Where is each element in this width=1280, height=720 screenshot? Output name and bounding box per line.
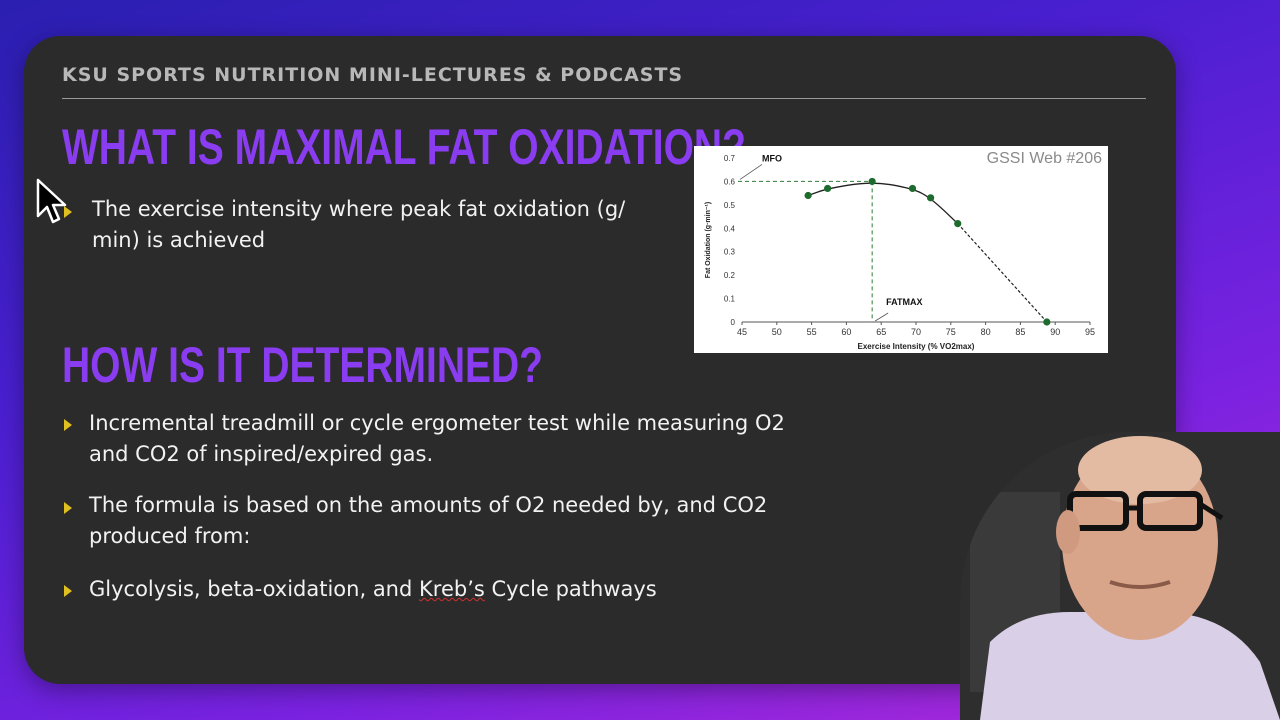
- x-tick-label: 75: [946, 327, 956, 337]
- mouse-pointer-icon: [36, 178, 67, 224]
- data-point: [954, 220, 962, 228]
- data-point: [824, 184, 832, 193]
- fat-oxidation-chart: 45 50 55 60 65 70 75 80 85 90 95 0 0.1 0.2 0.3 0.4 0.5 0.…: [694, 146, 1108, 353]
- title-how-determined: HOW IS IT DETERMINED?: [62, 337, 543, 393]
- chart-svg: 45 50 55 60 65 70 75 80 85 90 95 0 0.1 0.2 0.3 0.4 0.5 0.…: [705, 153, 1095, 351]
- x-tick-label: 45: [737, 327, 747, 337]
- slide: KSU SPORTS NUTRITION MINI-LECTURES & POD…: [24, 36, 1176, 684]
- x-tick-label: 90: [1050, 327, 1060, 337]
- pathways-text-krebs: Kreb’s: [419, 577, 485, 601]
- extrapolation-line: [957, 223, 1048, 323]
- bullet-arrow-icon: [64, 585, 72, 597]
- presenter-video-frame: [960, 432, 1280, 720]
- bullet-arrow-icon: [64, 502, 72, 514]
- x-tick-label: 60: [841, 327, 851, 337]
- data-point: [868, 177, 876, 186]
- chart-source-label: GSSI Web #206: [986, 150, 1102, 167]
- bullet-arrow-icon: [64, 419, 72, 431]
- mfo-annotation: MFO: [762, 153, 782, 163]
- y-tick-label: 0.2: [724, 271, 736, 280]
- x-tick-label: 95: [1085, 327, 1095, 337]
- fatmax-pointer-line: [874, 312, 889, 322]
- bullet-test-method: Incremental treadmill or cycle ergometer…: [89, 411, 785, 466]
- data-point: [1043, 318, 1051, 326]
- bullet-formula: The formula is based on the amounts of O…: [89, 493, 768, 548]
- y-tick-label: 0.3: [724, 248, 736, 257]
- data-point: [927, 194, 935, 202]
- data-point: [908, 184, 917, 193]
- mfo-pointer-line: [739, 164, 763, 180]
- x-axis-label: Exercise Intensity (% VO2max): [858, 342, 975, 351]
- x-tick-label: 50: [772, 327, 782, 337]
- y-tick-label: 0.4: [724, 224, 736, 233]
- y-axis-label: Fat Oxidation (g·min⁻¹): [705, 202, 712, 278]
- presenter-webcam: [960, 432, 1280, 720]
- y-tick-label: 0.6: [724, 177, 736, 186]
- y-tick-label: 0.1: [724, 295, 736, 304]
- bullet-arrow-icon: [64, 206, 72, 218]
- x-tick-label: 70: [911, 327, 921, 337]
- x-tick-label: 80: [981, 327, 991, 337]
- y-tick-label: 0: [731, 318, 736, 327]
- pathways-text-after: Cycle pathways: [484, 577, 657, 601]
- course-header: KSU SPORTS NUTRITION MINI-LECTURES & POD…: [62, 64, 684, 86]
- bullet-pathways: Glycolysis, beta-oxidation, and Kreb’s C…: [89, 574, 789, 605]
- fatmax-annotation: FATMAX: [886, 297, 922, 307]
- x-tick-label: 55: [807, 327, 817, 337]
- pathways-text-before: Glycolysis, beta-oxidation, and: [89, 577, 420, 601]
- x-tick-label: 65: [876, 327, 886, 337]
- y-tick-label: 0.5: [724, 201, 736, 210]
- x-tick-label: 85: [1015, 327, 1025, 337]
- title-what-is-mfo: WHAT IS MAXIMAL FAT OXIDATION?: [62, 119, 746, 175]
- data-point: [804, 191, 812, 200]
- y-tick-label: 0.7: [724, 154, 736, 163]
- header-divider: [62, 98, 1146, 99]
- definition-bullet: The exercise intensity where peak fat ox…: [92, 197, 626, 252]
- fat-oxidation-curve: [807, 182, 959, 225]
